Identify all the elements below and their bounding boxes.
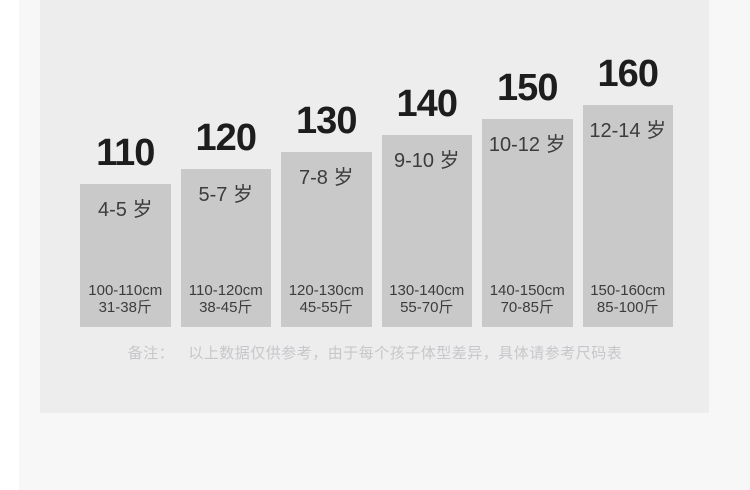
size-number-label: 160 — [597, 53, 659, 95]
height-weight-label: 140-150cm 70-85斤 — [482, 282, 573, 316]
age-range-label: 9-10 岁 — [393, 150, 460, 172]
age-range-label: 5-7 岁 — [198, 184, 253, 206]
age-range-label: 7-8 岁 — [299, 167, 354, 189]
height-range: 100-110cm — [88, 282, 163, 299]
size-column: 160 12-14 岁 150-160cm 85-100斤 — [582, 53, 674, 327]
weight-range: 38-45斤 — [199, 299, 253, 316]
height-range: 150-160cm — [590, 282, 666, 299]
size-column: 130 7-8 岁 120-130cm 45-55斤 — [281, 102, 372, 327]
height-range: 120-130cm — [288, 282, 364, 299]
height-weight-label: 130-140cm 55-70斤 — [382, 282, 473, 316]
height-weight-label: 110-120cm 38-45斤 — [181, 282, 272, 316]
size-column: 150 10-12 岁 140-150cm 70-85斤 — [482, 69, 573, 327]
size-bar: 12-14 岁 150-160cm 85-100斤 — [582, 105, 674, 327]
size-number-label: 150 — [497, 67, 558, 109]
weight-range: 85-100斤 — [596, 299, 659, 316]
size-chart-note: 备注： 以上数据仅供参考，由于每个孩子体型差异，具体请参考尺码表 — [0, 345, 750, 363]
size-number-label: 140 — [396, 83, 458, 125]
age-range-label: 10-12 岁 — [488, 134, 566, 156]
weight-range: 31-38斤 — [98, 299, 152, 316]
weight-range: 45-55斤 — [299, 299, 353, 316]
size-bar: 5-7 岁 110-120cm 38-45斤 — [180, 169, 272, 327]
left-white-margin — [0, 0, 19, 490]
height-range: 130-140cm — [389, 282, 465, 299]
size-bar: 4-5 岁 100-110cm 31-38斤 — [80, 184, 171, 327]
size-column: 110 4-5 岁 100-110cm 31-38斤 — [80, 134, 171, 327]
size-column: 140 9-10 岁 130-140cm 55-70斤 — [381, 83, 473, 327]
height-range: 110-120cm — [188, 282, 263, 299]
height-weight-label: 150-160cm 85-100斤 — [583, 282, 674, 316]
size-bar: 9-10 岁 130-140cm 55-70斤 — [381, 135, 473, 327]
size-number-label: 120 — [195, 117, 257, 159]
size-number-label: 130 — [296, 100, 357, 142]
height-weight-label: 120-130cm 45-55斤 — [281, 282, 372, 316]
weight-range: 55-70斤 — [400, 299, 454, 316]
age-range-label: 12-14 岁 — [589, 120, 667, 142]
size-number-label: 110 — [96, 132, 155, 174]
height-range: 140-150cm — [489, 282, 565, 299]
age-range-label: 4-5 岁 — [98, 199, 153, 221]
size-bar: 7-8 岁 120-130cm 45-55斤 — [281, 152, 372, 327]
size-chart: 110 4-5 岁 100-110cm 31-38斤 120 5-7 岁 110-120cm… — [80, 0, 673, 327]
note-label: 备注： — [127, 345, 175, 362]
size-bar: 10-12 岁 140-150cm 70-85斤 — [482, 119, 573, 327]
size-column: 120 5-7 岁 110-120cm 38-45斤 — [180, 117, 272, 327]
height-weight-label: 100-110cm 31-38斤 — [80, 282, 171, 316]
note-text: 以上数据仅供参考，由于每个孩子体型差异，具体请参考尺码表 — [188, 345, 623, 362]
weight-range: 70-85斤 — [500, 299, 554, 316]
